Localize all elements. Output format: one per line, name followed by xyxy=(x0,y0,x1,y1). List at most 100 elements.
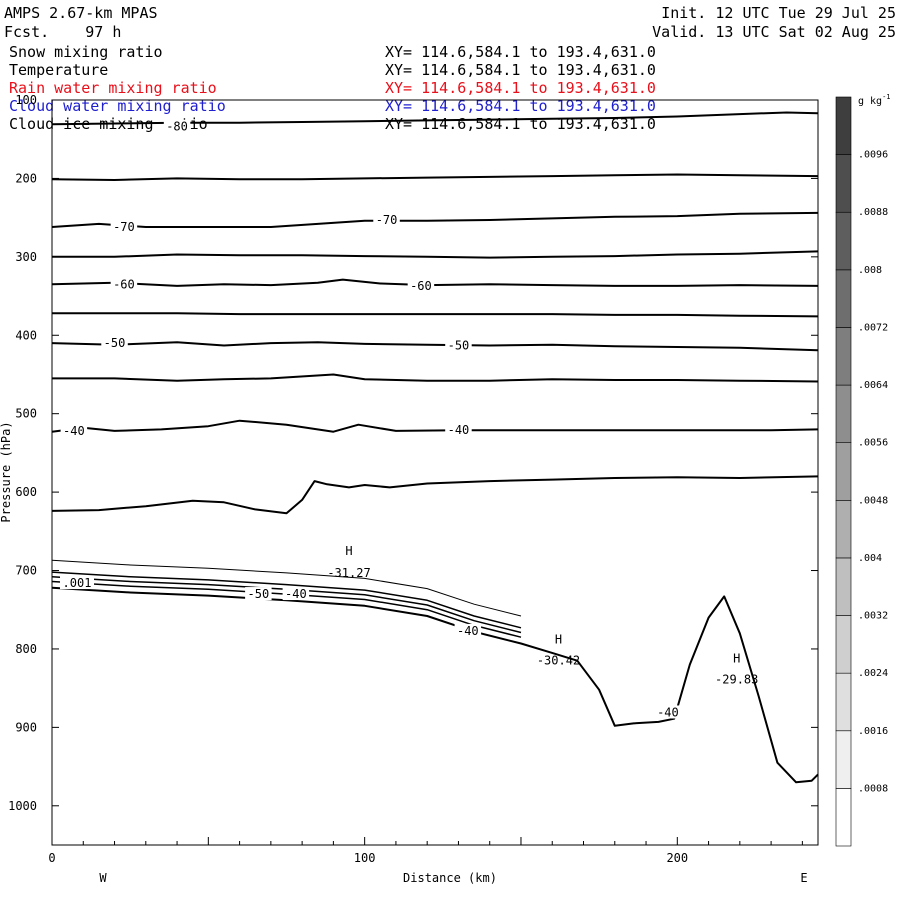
field-xy: XY= 114.6,584.1 to 193.4,631.0 xyxy=(385,43,656,61)
contour-label: -40 xyxy=(63,424,85,438)
extremum-label: -31.27 xyxy=(327,566,370,580)
x-tick-label: 0 xyxy=(48,851,55,865)
x-tick-label: 100 xyxy=(354,851,376,865)
contour-label-bg xyxy=(163,119,191,133)
contour-label: -50 xyxy=(448,338,470,352)
cloud-ice-contour xyxy=(51,559,522,617)
contour-label: -40 xyxy=(657,705,679,719)
field-xy: XY= 114.6,584.1 to 193.4,631.0 xyxy=(385,79,656,97)
colorbar-tick-label: .0072 xyxy=(858,322,888,333)
contour-label-bg xyxy=(110,220,138,234)
field-name: Snow mixing ratio xyxy=(9,43,163,61)
contour-label-bg xyxy=(282,587,310,601)
isotherm-line xyxy=(51,278,819,287)
y-tick-label: 800 xyxy=(15,642,37,656)
contour-label-bg xyxy=(654,705,682,719)
y-tick-label: 900 xyxy=(15,720,37,734)
y-tick-label: 100 xyxy=(15,93,37,107)
colorbar-bin xyxy=(835,615,852,674)
contour-label: -40 xyxy=(448,423,470,437)
y-tick-label: 200 xyxy=(15,171,37,185)
colorbar-tick-label: .0032 xyxy=(858,611,888,622)
extremum-label: H xyxy=(555,632,562,646)
model-title: AMPS 2.67-km MPAS xyxy=(4,4,158,22)
colorbar-tick-label: .0008 xyxy=(858,783,888,794)
extremum-label: -30.42 xyxy=(537,654,580,668)
contour-label-bg xyxy=(60,576,95,590)
terrain-line xyxy=(51,586,819,784)
isotherm-line xyxy=(52,312,819,318)
contour-label-bg xyxy=(445,338,472,352)
west-label: W xyxy=(99,871,107,885)
colorbar-bin xyxy=(835,672,852,732)
colorbar-tick-label: .0096 xyxy=(858,150,888,161)
colorbar-bin xyxy=(835,730,852,789)
colorbar-bin xyxy=(835,442,852,501)
field-name: Temperature xyxy=(9,61,108,79)
field-name: Rain water mixing ratio xyxy=(9,79,217,97)
colorbar-tick-label: .0056 xyxy=(858,438,888,449)
field-xy: XY= 114.6,584.1 to 193.4,631.0 xyxy=(385,97,656,115)
isotherm-line xyxy=(51,419,819,433)
contour-label-bg xyxy=(407,278,435,292)
plot-frame xyxy=(51,99,819,846)
colorbar: g kg-1 .0008 .0016 .0024 .0032 .004 .0048 .005… xyxy=(835,93,891,847)
cloud-ice-contour xyxy=(51,571,522,629)
isotherm-line xyxy=(52,250,819,259)
colorbar-bin xyxy=(835,154,852,213)
y-tick-label: 600 xyxy=(15,485,37,499)
colorbar-bin xyxy=(835,211,852,271)
contour-label-bg xyxy=(373,212,400,226)
y-axis-label: Pressure (hPa) xyxy=(0,421,13,522)
x-tick-label: 200 xyxy=(666,851,688,865)
y-tick-label: 500 xyxy=(15,407,37,421)
colorbar-bin xyxy=(835,96,852,155)
contour-label-bg xyxy=(454,623,482,637)
contour-label: -40 xyxy=(457,624,479,638)
colorbar-bin xyxy=(835,269,852,328)
contour-label: -40 xyxy=(285,587,307,601)
colorbar-unit: g kg-1 xyxy=(858,93,891,107)
colorbar-tick-label: .004 xyxy=(858,553,882,564)
forecast-hour: Fcst. 97 h xyxy=(4,23,121,41)
contour-label: -50 xyxy=(104,336,126,350)
contour-label-bg xyxy=(60,423,88,437)
colorbar-unit-exp: -1 xyxy=(882,93,890,101)
field-xy: XY= 114.6,584.1 to 193.4,631.0 xyxy=(385,61,656,79)
isotherm-line xyxy=(51,211,819,228)
axes-layer: 100 200 300 400 500 600 700 800 900 1000 0 100 200 xyxy=(8,93,818,865)
colorbar-bin xyxy=(835,500,852,559)
x-axis-label: Distance (km) xyxy=(403,871,497,885)
colorbar-bin xyxy=(835,384,852,443)
colorbar-bin xyxy=(835,788,852,847)
isotherm-line xyxy=(52,373,819,383)
east-label: E xyxy=(800,871,807,885)
surface-layer xyxy=(51,559,819,784)
colorbar-tick-label: .0016 xyxy=(858,726,888,737)
contour-label-bg xyxy=(445,423,472,437)
contour-label-layer: -80 -70 -70 -60 -60 -50 -50 -40 -40 -50 -40 -40 -40.… xyxy=(60,119,758,719)
contour-label: -70 xyxy=(113,220,135,234)
isotherm-layer xyxy=(51,111,819,515)
extremum-label: H xyxy=(345,544,352,558)
contour-label-bg xyxy=(101,336,128,350)
y-tick-label: 300 xyxy=(15,250,37,264)
colorbar-unit-base: g kg xyxy=(858,96,882,107)
contour-label: -70 xyxy=(376,213,398,227)
contour-label: -60 xyxy=(410,279,432,293)
cloud-ice-contour xyxy=(51,576,522,634)
colorbar-tick-label: .008 xyxy=(858,265,882,276)
colorbar-tick-label: .0048 xyxy=(858,495,888,506)
colorbar-bin xyxy=(835,327,852,386)
y-tick-label: 400 xyxy=(15,328,37,342)
contour-label: -60 xyxy=(113,277,135,291)
colorbar-tick-label: .0024 xyxy=(858,668,888,679)
contour-label: -80 xyxy=(166,120,188,134)
colorbar-bin xyxy=(835,557,852,616)
y-tick-label: 700 xyxy=(15,564,37,578)
extremum-label: -29.83 xyxy=(715,672,758,686)
isotherm-line xyxy=(51,341,819,352)
field-name: Cloud water mixing ratio xyxy=(9,97,226,115)
contour-label-bg xyxy=(110,277,138,291)
